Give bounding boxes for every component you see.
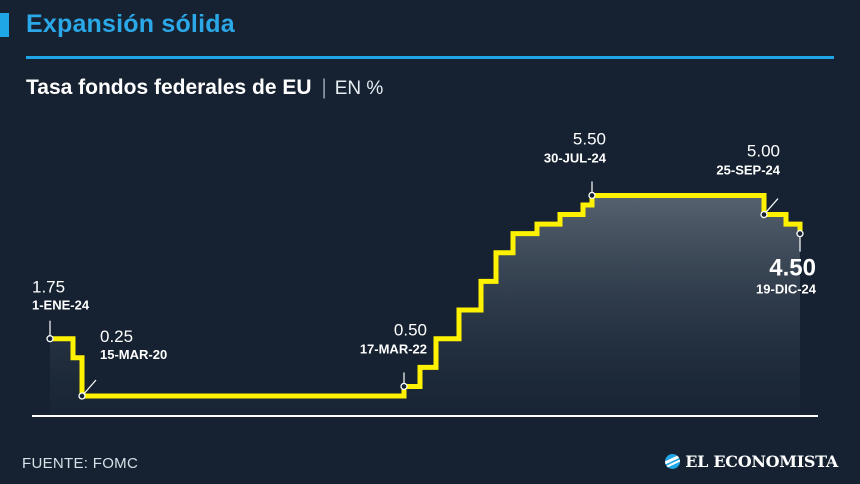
annotation-value-label: 4.50 xyxy=(769,255,816,282)
headline-rule xyxy=(26,56,834,59)
publisher-logo: EL ECONOMISTA xyxy=(665,452,838,471)
globe-icon xyxy=(665,454,681,469)
series-line xyxy=(50,192,803,399)
annotation-date-label: 19-DIC-24 xyxy=(756,282,817,297)
source-note: FUENTE: FOMC xyxy=(22,455,139,472)
annotation-value-label: 1.75 xyxy=(32,278,65,297)
annotation-date-label: 30-JUL-24 xyxy=(544,150,607,165)
annotation-marker xyxy=(760,210,768,219)
chart-title-separator: | xyxy=(321,76,327,99)
annotation-value-label: 5.00 xyxy=(747,142,780,161)
annotation-marker xyxy=(400,382,408,391)
chart-title: Tasa fondos federales de EU | EN % xyxy=(26,76,383,100)
headline: Expansión sólida xyxy=(26,10,235,38)
annotation-value-label: 5.50 xyxy=(573,129,606,148)
annotation-date-label: 17-MAR-22 xyxy=(360,341,427,356)
annotation-date-label: 1-ENE-24 xyxy=(32,298,90,313)
annotation-marker xyxy=(46,335,54,343)
annotation-date-label: 15-MAR-20 xyxy=(100,347,167,362)
annotation-value-label: 0.25 xyxy=(100,327,133,346)
headline-accent-bar xyxy=(0,13,9,37)
annotation-marker xyxy=(588,191,596,200)
logo-text: EL ECONOMISTA xyxy=(685,452,838,471)
chart-title-unit: EN % xyxy=(334,78,384,99)
chart-title-main: Tasa fondos federales de EU xyxy=(26,76,312,99)
annotation-value-label: 0.50 xyxy=(394,320,427,339)
series-area xyxy=(50,195,800,416)
annotation-marker xyxy=(796,229,804,238)
annotation-marker xyxy=(78,392,86,400)
annotation-date-label: 25-SEP-24 xyxy=(716,163,780,178)
